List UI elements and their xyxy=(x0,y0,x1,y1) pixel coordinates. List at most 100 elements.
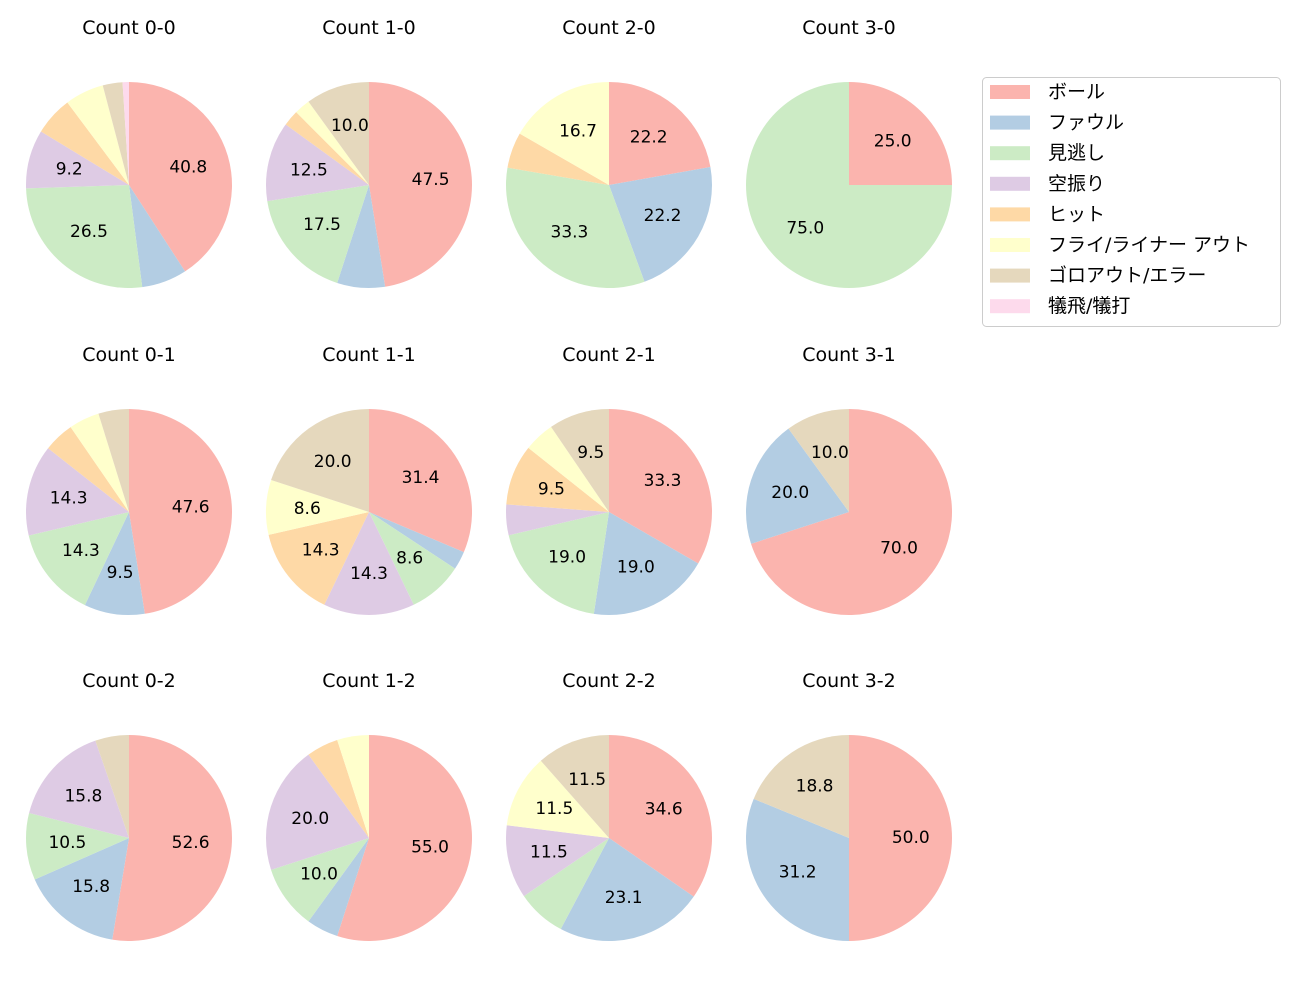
pie-slice-0 xyxy=(609,409,712,564)
pie-slice-2 xyxy=(523,838,609,930)
pie-title: Count 2-2 xyxy=(562,670,656,692)
pie-slice-0 xyxy=(129,82,232,272)
pie-title: Count 2-0 xyxy=(562,17,656,39)
pie-slice-1 xyxy=(337,185,386,288)
pie-slice-3 xyxy=(266,754,369,870)
pie-slice-2 xyxy=(25,813,129,880)
pie-slice-0 xyxy=(369,82,472,287)
pie-slice-3 xyxy=(506,825,609,897)
legend-label: ゴロアウト/エラー xyxy=(1048,265,1206,287)
slice-label: 22.2 xyxy=(630,128,668,148)
slice-label: 15.8 xyxy=(64,786,102,806)
pie-title: Count 2-1 xyxy=(562,344,656,366)
pie-slice-2 xyxy=(508,512,609,614)
legend-swatch xyxy=(990,176,1030,191)
pie-10: Count 2-2 34.6 23.1 11.5 11.5 11.5 xyxy=(506,670,713,941)
legend-swatch xyxy=(990,115,1030,130)
pie-title: Count 1-0 xyxy=(322,17,416,39)
legend-swatch xyxy=(990,268,1030,283)
pie-title: Count 3-1 xyxy=(802,344,896,366)
pie-3: Count 3-0 25.0 75.0 xyxy=(746,17,952,288)
pie-1: Count 1-0 47.5 17.5 12.5 10.0 xyxy=(265,17,472,288)
pie-slice-2 xyxy=(746,82,952,288)
legend-label: ヒット xyxy=(1048,203,1105,225)
slice-label: 25.0 xyxy=(874,131,912,151)
pie-6: Count 2-1 33.3 19.0 19.0 9.5 9.5 xyxy=(506,344,712,615)
pie-title: Count 0-2 xyxy=(82,670,176,692)
slice-label: 33.3 xyxy=(644,471,682,491)
pie-title: Count 1-2 xyxy=(322,670,416,692)
pie-slice-2 xyxy=(369,512,456,605)
slice-label: 18.8 xyxy=(796,777,834,797)
slice-label: 12.5 xyxy=(290,161,328,181)
slice-label: 47.5 xyxy=(412,170,450,190)
pie-slice-6 xyxy=(551,409,609,512)
pie-slice-4 xyxy=(285,112,369,185)
pie-slice-4 xyxy=(268,512,369,605)
slice-label: 14.3 xyxy=(302,541,340,561)
pie-slice-3 xyxy=(26,448,129,536)
legend-swatch xyxy=(990,85,1030,99)
pie-11: Count 3-2 50.0 31.2 18.8 xyxy=(746,670,952,941)
legend-label: ファウル xyxy=(1048,112,1124,134)
slice-label: 20.0 xyxy=(314,452,352,472)
slice-label: 14.3 xyxy=(50,489,88,509)
pie-slice-6 xyxy=(308,82,369,185)
slice-label: 14.3 xyxy=(62,541,100,561)
pie-slice-6 xyxy=(788,409,849,512)
pie-4: Count 0-1 47.6 9.5 14.3 14.3 xyxy=(26,344,232,615)
pie-slice-7 xyxy=(122,82,129,185)
pie-slice-5 xyxy=(266,480,369,535)
pie-slice-2 xyxy=(26,185,143,288)
pie-slice-5 xyxy=(67,85,129,185)
pie-slice-6 xyxy=(540,735,609,838)
slice-label: 9.5 xyxy=(577,443,604,463)
pie-slice-3 xyxy=(265,124,369,202)
slice-label: 31.2 xyxy=(779,862,817,882)
pie-slice-2 xyxy=(28,512,129,606)
pie-slice-0 xyxy=(369,409,472,553)
pie-slice-6 xyxy=(753,735,849,838)
pie-slice-2 xyxy=(267,185,369,283)
pie-slice-0 xyxy=(609,82,711,185)
slice-label: 52.6 xyxy=(172,833,210,853)
pie-slice-0 xyxy=(337,735,473,941)
slice-label: 26.5 xyxy=(70,222,108,242)
pie-slice-4 xyxy=(48,427,129,512)
legend-label: ボール xyxy=(1048,81,1105,103)
pie-title: Count 0-0 xyxy=(82,17,176,39)
slice-label: 9.5 xyxy=(538,479,565,499)
pie-title: Count 0-1 xyxy=(82,344,176,366)
pie-slice-2 xyxy=(271,838,369,922)
slice-label: 34.6 xyxy=(645,799,683,819)
pie-slice-5 xyxy=(519,82,609,185)
slice-label: 33.3 xyxy=(551,222,589,242)
slice-label: 15.8 xyxy=(72,877,110,897)
slice-label: 11.5 xyxy=(530,843,568,863)
pie-slice-3 xyxy=(29,740,129,838)
pie-slice-5 xyxy=(70,413,129,512)
pie-slice-5 xyxy=(506,760,609,838)
slice-label: 40.8 xyxy=(169,157,207,177)
pie-title: Count 3-2 xyxy=(802,670,896,692)
legend-label: 空振り xyxy=(1048,173,1105,195)
pie-slice-1 xyxy=(34,838,129,940)
pie-slice-6 xyxy=(98,409,129,512)
pie-slice-0 xyxy=(609,735,713,897)
pie-slice-6 xyxy=(271,409,369,512)
slice-label: 9.2 xyxy=(56,159,83,179)
pie-slice-1 xyxy=(746,798,849,941)
pie-slice-2 xyxy=(506,167,645,288)
pie-slice-0 xyxy=(849,82,952,185)
pie-slice-1 xyxy=(746,428,849,544)
pie-slice-0 xyxy=(112,735,233,941)
slice-label: 23.1 xyxy=(605,888,643,908)
pie-title: Count 3-0 xyxy=(802,17,896,39)
pie-slice-1 xyxy=(369,512,464,569)
pie-title: Count 1-1 xyxy=(322,344,416,366)
legend-label: フライ/ライナー アウト xyxy=(1048,234,1250,256)
slice-label: 11.5 xyxy=(568,770,606,790)
slice-label: 10.0 xyxy=(811,443,849,463)
slice-label: 47.6 xyxy=(172,497,210,517)
